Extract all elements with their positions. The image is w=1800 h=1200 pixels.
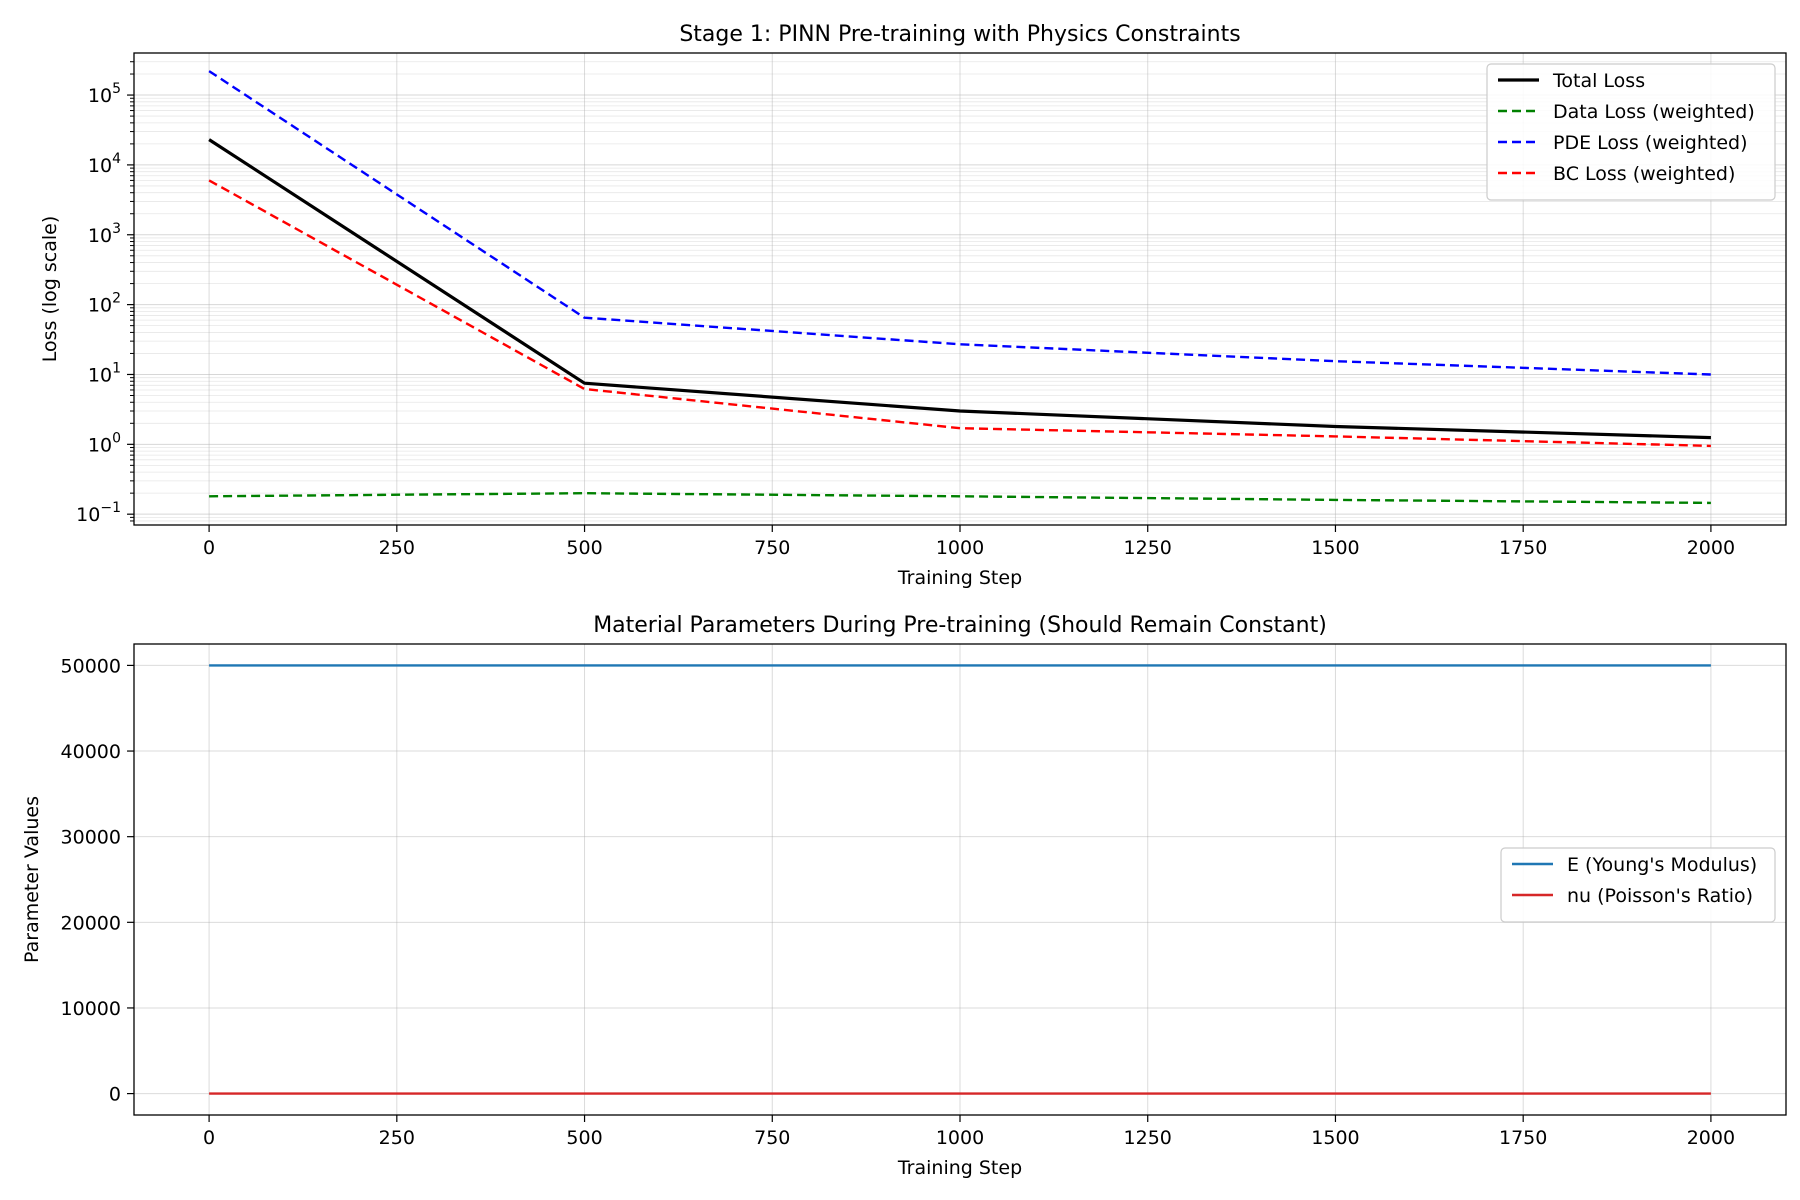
parameters-chart-x-tick-label: 2000	[1687, 1127, 1735, 1149]
legend-label-bc-loss-weighted: BC Loss (weighted)	[1553, 163, 1735, 185]
parameters-chart-y-tick-label: 20000	[61, 912, 121, 934]
loss-chart-title: Stage 1: PINN Pre-training with Physics …	[679, 22, 1240, 47]
series-line-total-loss	[208, 138, 1711, 440]
loss-chart-legend: Total Loss Data Loss (weighted) PDE Loss (…	[1486, 63, 1776, 201]
series-line-pde-loss-weighted	[208, 70, 1711, 376]
loss-chart-x-tick-label: 750	[754, 537, 790, 559]
parameters-chart-x-tick-label: 1250	[1124, 1127, 1172, 1149]
legend-label-nu-poisson-s-ratio: nu (Poisson's Ratio)	[1567, 885, 1753, 907]
loss-chart-frame	[133, 52, 1787, 526]
parameters-chart-y-tick-label: 10000	[61, 998, 121, 1020]
parameters-chart-x-tick-label: 1500	[1311, 1127, 1359, 1149]
parameters-chart-x-axis-label: Training Step	[897, 1157, 1022, 1179]
loss-chart: Stage 1: PINN Pre-training with Physics …	[39, 22, 1787, 589]
parameters-chart-frame	[133, 643, 1787, 1116]
legend-label-pde-loss-weighted: PDE Loss (weighted)	[1553, 132, 1747, 154]
legend-label-data-loss-weighted: Data Loss (weighted)	[1553, 101, 1755, 123]
parameters-chart-y-tick-label: 40000	[61, 741, 121, 763]
parameters-chart-x-tick-label: 750	[754, 1127, 790, 1149]
loss-chart-y-tick-label: 102	[88, 291, 121, 317]
loss-chart-legend-box	[1486, 63, 1776, 201]
series-line-bc-loss-weighted	[208, 179, 1711, 448]
loss-chart-x-tick-label: 1500	[1311, 537, 1359, 559]
parameters-chart-legend-box	[1500, 847, 1776, 923]
loss-chart-y-tick-label: 10−1	[76, 500, 121, 526]
parameters-chart-x-tick-label: 500	[566, 1127, 602, 1149]
parameters-chart: Material Parameters During Pre-training …	[21, 613, 1787, 1179]
loss-chart-y-axis-label: Loss (log scale)	[39, 216, 61, 363]
loss-chart-y-tick-label: 104	[88, 151, 121, 177]
loss-chart-x-tick-label: 1000	[936, 537, 984, 559]
loss-chart-y-tick-label: 105	[88, 81, 121, 107]
parameters-chart-y-axis-label: Parameter Values	[21, 796, 43, 963]
loss-chart-y-tick-label: 100	[88, 430, 121, 456]
legend-label-total-loss: Total Loss	[1552, 70, 1645, 92]
parameters-chart-legend: E (Young's Modulus) nu (Poisson's Ratio)	[1500, 847, 1776, 923]
loss-chart-x-tick-label: 1750	[1499, 537, 1547, 559]
parameters-chart-ticks: 0 250 500 750 1000 1250 1500 1750 20000100002000…	[61, 655, 1736, 1149]
loss-chart-y-tick-label: 101	[88, 360, 121, 386]
series-line-data-loss-weighted	[209, 492, 1711, 505]
loss-chart-x-tick-label: 250	[379, 537, 415, 559]
loss-chart-ticks: 0 250 500 750 1000 1250 1500 1750 2000 10−1 100 101…	[76, 61, 1735, 559]
loss-chart-x-tick-label: 1250	[1124, 537, 1172, 559]
loss-chart-x-tick-label: 0	[203, 537, 215, 559]
loss-chart-x-tick-label: 500	[566, 537, 602, 559]
loss-chart-y-tick-label: 103	[88, 221, 121, 247]
parameters-chart-x-tick-label: 1750	[1499, 1127, 1547, 1149]
parameters-chart-x-tick-label: 0	[203, 1127, 215, 1149]
parameters-chart-x-tick-label: 250	[379, 1127, 415, 1149]
parameters-chart-title: Material Parameters During Pre-training …	[593, 613, 1327, 638]
loss-chart-x-tick-label: 2000	[1687, 537, 1735, 559]
legend-label-e-young-s-modulus: E (Young's Modulus)	[1567, 854, 1757, 876]
parameters-chart-y-tick-label: 0	[109, 1084, 121, 1106]
loss-chart-x-axis-label: Training Step	[897, 567, 1022, 589]
parameters-chart-y-tick-label: 50000	[61, 655, 121, 677]
parameters-chart-y-tick-label: 30000	[61, 827, 121, 849]
loss-chart-series	[208, 70, 1711, 505]
parameters-chart-x-tick-label: 1000	[936, 1127, 984, 1149]
parameters-chart-series	[209, 664, 1711, 1095]
